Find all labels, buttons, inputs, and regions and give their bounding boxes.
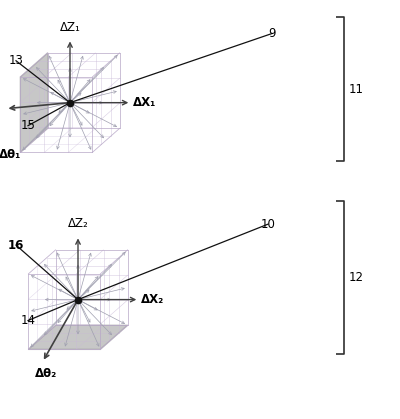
Text: 15: 15	[20, 119, 36, 132]
Text: 9: 9	[268, 27, 276, 40]
Text: 11: 11	[349, 83, 364, 96]
Polygon shape	[28, 325, 128, 349]
Polygon shape	[20, 53, 48, 153]
Text: 16: 16	[8, 238, 24, 252]
Text: Δθ₂: Δθ₂	[35, 367, 57, 380]
Text: 13: 13	[8, 54, 24, 67]
Text: ΔX₂: ΔX₂	[141, 293, 164, 306]
Text: 10: 10	[260, 217, 276, 231]
Text: 12: 12	[349, 271, 364, 284]
Text: 14: 14	[20, 314, 36, 327]
Text: ΔZ₁: ΔZ₁	[60, 21, 80, 34]
Text: Δθ₁: Δθ₁	[0, 148, 22, 161]
Text: ΔZ₂: ΔZ₂	[68, 217, 88, 230]
Text: ΔX₁: ΔX₁	[133, 96, 156, 109]
